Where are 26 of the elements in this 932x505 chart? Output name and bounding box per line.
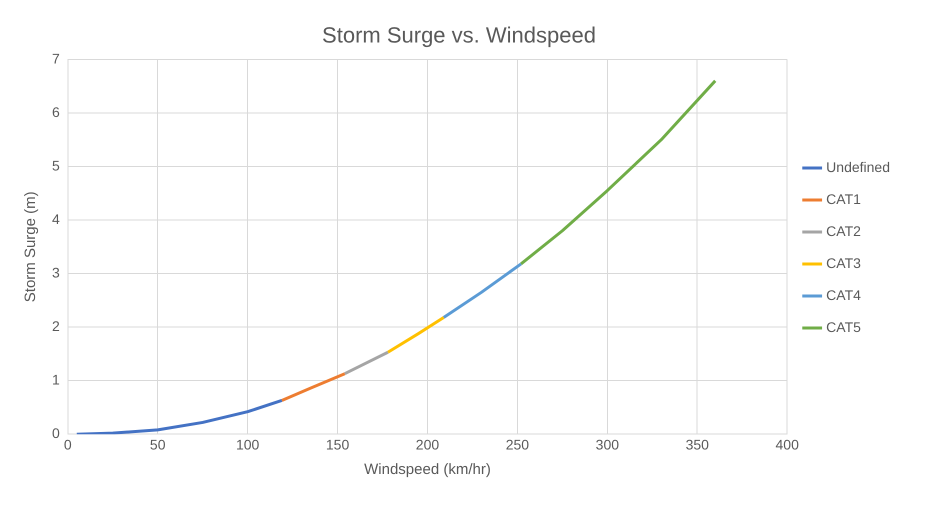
legend-label: CAT1 [826,190,862,207]
x-tick-label: 350 [686,436,710,452]
x-tick-label: 400 [775,436,800,452]
x-tick-label: 150 [326,436,350,452]
x-tick-label: 100 [236,436,260,452]
x-axis-title: Windspeed (km/hr) [364,461,491,478]
legend-label: CAT5 [826,318,862,335]
y-tick-label: 4 [52,210,60,227]
x-tick-label: 200 [416,436,440,452]
x-tick-label: 0 [64,436,72,452]
legend-label: CAT4 [826,286,862,303]
y-tick-label: 7 [52,50,60,66]
y-tick-label: 1 [52,372,60,388]
x-tick-label: 300 [596,436,620,452]
legend-label: CAT3 [826,254,862,271]
legend-label: Undefined [826,158,890,175]
legend-label: CAT2 [826,222,862,239]
y-tick-label: 2 [52,318,60,334]
y-axis-title: Storm Surge (m) [22,191,40,302]
y-tick-label: 5 [52,157,60,174]
y-tick-label: 6 [52,104,60,120]
x-tick-label: 250 [506,436,530,452]
y-tick-label: 3 [52,264,60,280]
x-tick-label: 50 [150,436,166,452]
y-tick-label: 0 [52,425,60,442]
chart-title: Storm Surge vs. Windspeed [322,22,596,48]
